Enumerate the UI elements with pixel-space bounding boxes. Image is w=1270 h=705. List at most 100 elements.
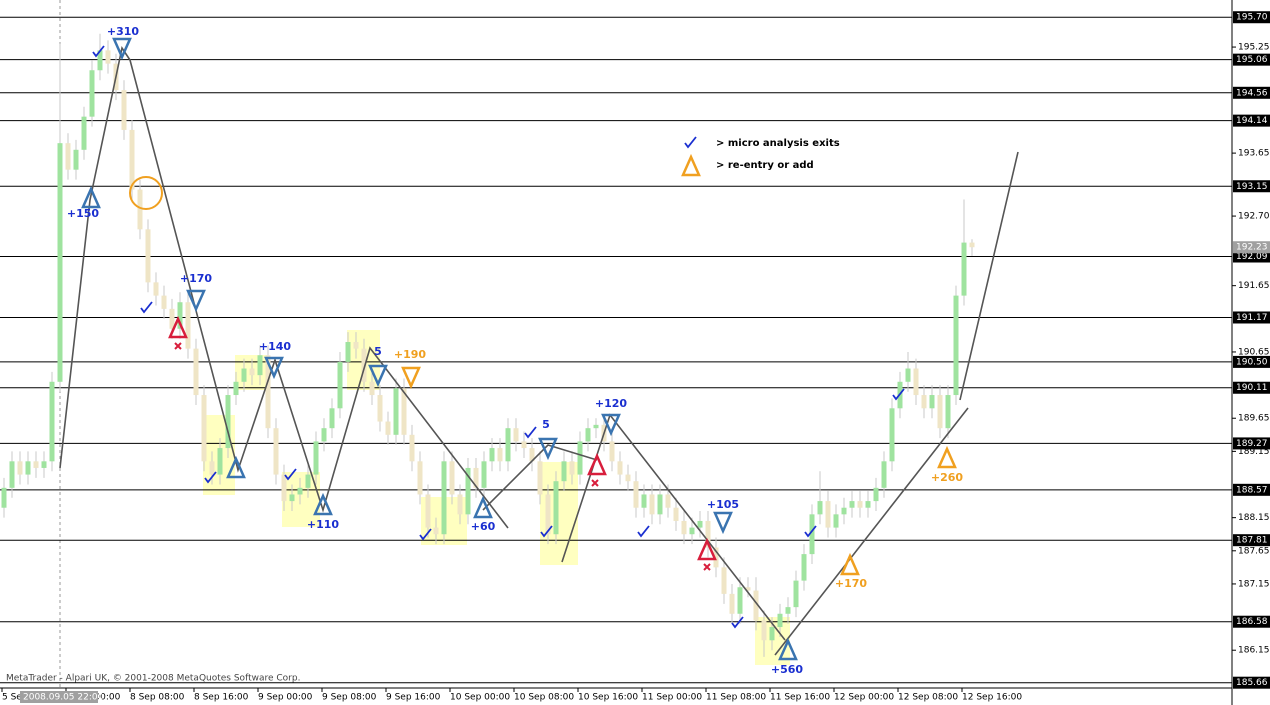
candle-body xyxy=(489,448,495,462)
level-label: 187.81 xyxy=(1236,536,1268,546)
candle-body xyxy=(793,580,799,608)
triangle-marker xyxy=(681,153,701,177)
triangle-marker xyxy=(937,445,957,469)
candle-body xyxy=(857,501,863,508)
candle-body xyxy=(689,527,695,535)
candle-body xyxy=(153,282,159,296)
annotation: +120 xyxy=(595,397,628,410)
crosshair-box xyxy=(20,691,98,703)
check-mark xyxy=(540,525,553,538)
annotation: +110 xyxy=(307,518,340,531)
candle-body xyxy=(1,487,7,508)
check-mark xyxy=(524,426,537,439)
candle-body xyxy=(753,590,759,621)
candle-body xyxy=(817,501,823,515)
annotation: +560 xyxy=(771,663,804,676)
candle-body xyxy=(537,461,543,495)
x-tick-label: 8 Sep 08:00 xyxy=(130,693,185,703)
candle-body xyxy=(649,494,655,515)
candle-body xyxy=(761,620,767,641)
candle-body xyxy=(417,461,423,495)
candle-body xyxy=(625,474,631,482)
x-tick-label: 9 Sep 00:00 xyxy=(258,693,313,703)
candle-body xyxy=(329,408,335,429)
candle-body xyxy=(377,395,383,422)
y-tick-label: 195.25 xyxy=(1238,43,1270,53)
annotation: +310 xyxy=(107,25,140,38)
candle-body xyxy=(33,461,39,468)
triangle-marker xyxy=(538,437,558,461)
annotation: +170 xyxy=(835,577,868,590)
candle-body xyxy=(161,295,167,309)
candle-body xyxy=(785,607,791,614)
candle-body xyxy=(321,428,327,442)
check-mark xyxy=(731,616,744,629)
triangle-marker xyxy=(368,364,388,388)
candle-body xyxy=(129,129,135,190)
candle-body xyxy=(233,381,239,396)
triangle-marker xyxy=(264,356,284,380)
candle-body xyxy=(705,520,711,548)
trend-line xyxy=(774,407,969,656)
check-mark xyxy=(804,525,817,538)
level-label: 194.56 xyxy=(1236,88,1268,98)
check-mark xyxy=(204,471,217,484)
candle-body xyxy=(873,487,879,502)
triangle-marker xyxy=(81,185,101,209)
check-mark xyxy=(684,136,697,149)
check-mark xyxy=(637,525,650,538)
level-box xyxy=(1233,250,1270,263)
check-mark xyxy=(92,45,105,58)
candle-body xyxy=(297,487,303,495)
candle-body xyxy=(905,368,911,382)
candle-body xyxy=(745,587,751,591)
candle-body xyxy=(801,554,807,581)
candle-body xyxy=(457,494,463,515)
candle-body xyxy=(497,448,503,462)
candle-body xyxy=(521,441,527,449)
candle-body xyxy=(465,467,471,515)
candle-body xyxy=(361,348,367,382)
candle-body xyxy=(345,342,351,362)
candle-body xyxy=(265,355,271,429)
candle-body xyxy=(313,441,319,475)
triangle-marker xyxy=(840,552,860,576)
level-box xyxy=(1233,114,1270,127)
level-box xyxy=(1233,86,1270,99)
annotation: +60 xyxy=(471,520,496,533)
candle-body xyxy=(809,514,815,555)
candle-body xyxy=(953,295,959,396)
x-tick-label: 10 Sep 16:00 xyxy=(578,693,638,703)
x-tick-label: 12 Sep 08:00 xyxy=(898,693,958,703)
candle-body xyxy=(721,567,727,594)
candle-body xyxy=(865,501,871,508)
level-label: 194.14 xyxy=(1236,116,1268,126)
triangle-marker xyxy=(112,37,132,61)
candle-body xyxy=(553,481,559,535)
y-tick-label: 190.65 xyxy=(1238,347,1270,357)
candle-body xyxy=(193,348,199,396)
x-mark xyxy=(174,342,182,350)
level-label: 190.11 xyxy=(1236,383,1268,393)
check-mark xyxy=(284,468,297,481)
y-tick-label: 192.70 xyxy=(1238,212,1270,222)
candle-body xyxy=(225,395,231,449)
candle-body xyxy=(881,461,887,488)
level-label: 189.27 xyxy=(1236,439,1268,449)
candle-body xyxy=(769,627,775,641)
x-tick-label: 12 Sep 16:00 xyxy=(962,693,1022,703)
crosshair-label: 2008.09.05 22:00 xyxy=(23,693,104,703)
level-label: 191.17 xyxy=(1236,313,1268,323)
candle-body xyxy=(569,461,575,475)
level-box xyxy=(1233,437,1270,450)
annotation: +260 xyxy=(931,471,964,484)
triangle-marker xyxy=(778,637,798,661)
candle-body xyxy=(641,494,647,508)
triangle-marker xyxy=(226,455,246,479)
level-box xyxy=(1233,676,1270,689)
y-tick-label: 188.15 xyxy=(1238,513,1270,523)
triangle-marker xyxy=(313,492,333,516)
candle-body xyxy=(665,494,671,508)
